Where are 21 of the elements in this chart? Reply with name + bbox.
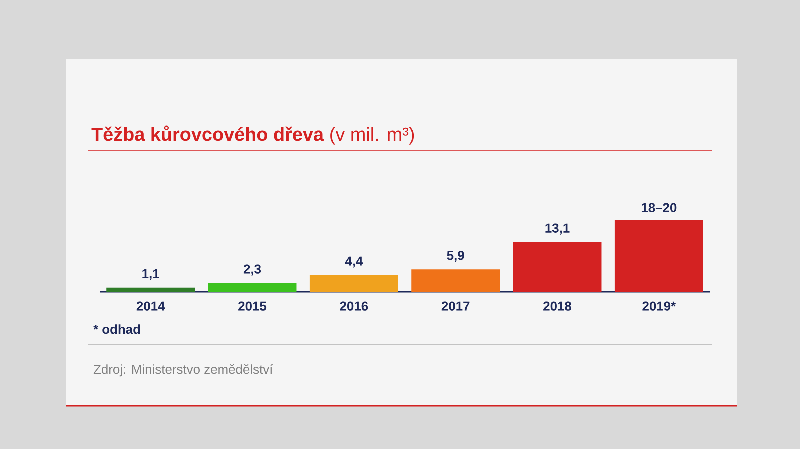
bar [208,283,297,292]
bar [412,270,500,292]
bar [106,288,196,292]
data-label: 2,3 [244,264,262,276]
text: * odhad [94,324,140,334]
chart-title: Těžba kůrovcového dřeva (v mil. m³) [92,126,414,145]
x-tick-label: 2018 [544,302,572,311]
x-tick-label: 2017 [442,302,470,311]
bar [614,220,704,292]
data-label: 5,9 [447,251,464,262]
data-label: 13,1 [546,224,570,235]
x-tick-label: 2014 [136,302,166,311]
bar [310,275,398,292]
bar [513,242,602,292]
x-tick-label: 2015 [238,302,267,311]
x-tick-label: 2019* [642,302,676,311]
text: Zdroj: Ministerstvo zemědělství [94,364,274,377]
x-tick-label: 2016 [340,302,368,311]
data-label: 18–20 [642,203,677,212]
data-label: 4,4 [345,256,364,268]
data-label: 1,1 [142,269,160,280]
